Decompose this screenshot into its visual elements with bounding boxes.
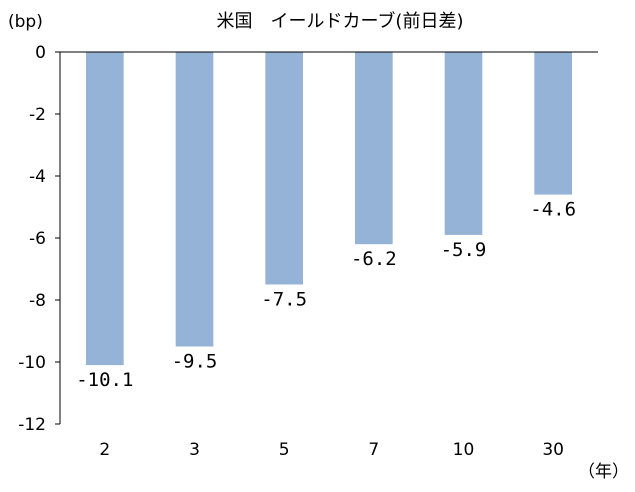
data-label-30: -4.6	[530, 199, 576, 221]
y-tick-label-5: -10	[18, 353, 46, 373]
y-tick-label-3: -6	[29, 229, 46, 249]
bar-2	[86, 52, 124, 366]
data-labels: -10.1 -9.5 -7.5 -6.2 -5.9 -4.6	[76, 199, 576, 392]
y-axis-tick-labels: 0 -2 -4 -6 -8 -10 -12	[18, 43, 46, 435]
y-tick-label-4: -8	[29, 291, 46, 311]
y-tick-label-6: -12	[18, 415, 46, 435]
y-axis-ticks	[55, 51, 60, 425]
x-tick-label-30: 30	[542, 440, 564, 460]
data-label-7: -6.2	[351, 248, 397, 270]
bar-10	[444, 52, 483, 235]
x-tick-label-7: 7	[368, 440, 379, 460]
x-tick-label-3: 3	[189, 440, 200, 460]
y-tick-label-2: -4	[29, 167, 46, 187]
bar-3	[175, 52, 214, 347]
bars-group	[86, 52, 572, 366]
data-label-3: -9.5	[172, 351, 218, 373]
x-tick-label-2: 2	[99, 440, 110, 460]
y-tick-label-1: -2	[29, 105, 46, 125]
x-tick-label-5: 5	[279, 440, 290, 460]
x-axis-tick-labels: 2 3 5 7 10 30	[99, 440, 564, 460]
data-label-10: -5.9	[441, 239, 487, 261]
chart-title: 米国 イールドカーブ(前日差)	[217, 10, 464, 32]
x-tick-label-10: 10	[453, 440, 475, 460]
data-label-2: -10.1	[76, 369, 133, 391]
data-label-5: -7.5	[261, 289, 307, 311]
y-unit-label: (bp)	[8, 12, 43, 32]
x-unit-label: （年）	[578, 462, 629, 482]
bar-7	[355, 52, 393, 245]
bar-5	[265, 52, 303, 285]
y-tick-label-0: 0	[35, 43, 46, 63]
bar-30	[534, 52, 572, 195]
